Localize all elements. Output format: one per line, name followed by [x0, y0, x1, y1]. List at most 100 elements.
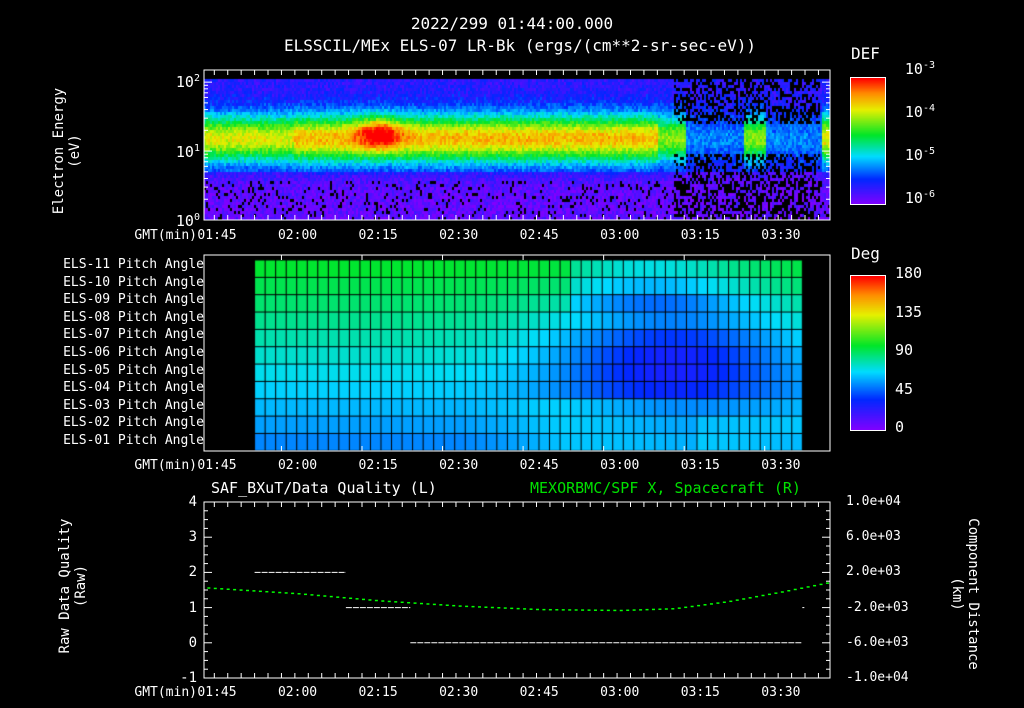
- time-axis-tick: 03:00: [600, 458, 640, 473]
- spf-x-point: [606, 609, 610, 612]
- spf-x-point: [258, 590, 262, 593]
- deg-colorbar-tick: 135: [895, 302, 923, 321]
- def-colorbar-tick: 10-5: [904, 146, 935, 164]
- spf-x-point: [226, 588, 230, 591]
- spf-x-point: [284, 592, 288, 594]
- spf-x-point: [755, 595, 759, 598]
- left-axis-tick: 3: [188, 529, 197, 546]
- spf-x-point: [709, 603, 713, 605]
- spf-x-point: [761, 594, 765, 597]
- spf-x-point: [387, 600, 391, 603]
- spf-x-point: [323, 595, 327, 597]
- spf-x-point: [626, 609, 630, 612]
- spf-x-point: [465, 605, 469, 608]
- spf-x-point: [233, 588, 237, 591]
- time-axis-tick: 03:00: [600, 228, 640, 243]
- spf-x-point: [471, 605, 475, 608]
- energy-axis-tick: 101: [175, 143, 200, 161]
- spf-x-point: [793, 588, 797, 591]
- spf-x-point: [529, 608, 533, 610]
- pitch-angle-row-label: ELS-06 Pitch Angle: [63, 345, 204, 360]
- spf-x-point: [600, 609, 604, 612]
- gmt-axis-label: GMT(min): [134, 458, 197, 473]
- pitch-angle-row-label: ELS-01 Pitch Angle: [63, 433, 204, 448]
- spf-x-point: [400, 601, 404, 604]
- energy-axis-tick: 100: [175, 212, 200, 230]
- pitch-angle-row-label: ELS-07 Pitch Angle: [63, 327, 204, 343]
- deg-colorbar: [850, 275, 886, 431]
- spf-x-point: [207, 587, 211, 589]
- spf-x-point: [413, 602, 417, 604]
- spf-x-point: [632, 609, 636, 611]
- time-axis-tick: 02:30: [439, 458, 479, 473]
- spf-x-point: [619, 609, 623, 612]
- time-axis-tick: 03:30: [761, 458, 801, 473]
- spf-x-point: [742, 598, 746, 600]
- spf-x-point: [819, 583, 823, 586]
- spf-x-point: [574, 609, 578, 611]
- time-axis-tick: 02:15: [358, 685, 398, 700]
- spf-x-point: [800, 587, 804, 589]
- spf-x-point: [555, 609, 559, 611]
- spf-x-point: [677, 607, 681, 609]
- time-axis-tick: 03:30: [761, 685, 801, 700]
- spf-x-point: [329, 595, 333, 598]
- def-colorbar-label: DEF: [851, 44, 880, 63]
- spf-x-point: [568, 609, 572, 611]
- spf-x-point: [658, 608, 662, 610]
- left-axis-tick: 4: [188, 494, 197, 510]
- spf-x-point: [787, 589, 791, 592]
- def-colorbar-tick: 10-4: [904, 103, 935, 121]
- spf-x-point: [239, 589, 243, 591]
- time-axis-tick: 01:45: [197, 458, 237, 473]
- spf-x-point: [581, 609, 585, 611]
- pitch-angle-row-label: ELS-03 Pitch Angle: [63, 397, 204, 413]
- spf-x-point: [355, 598, 359, 600]
- time-axis-tick: 02:45: [519, 228, 559, 243]
- pitch-angle-row-label: ELS-09 Pitch Angle: [63, 292, 204, 308]
- spf-x-point: [735, 599, 739, 601]
- spf-x-point: [361, 598, 365, 601]
- spf-x-point: [368, 599, 372, 601]
- right-axis-tick: 1.0e+04: [846, 494, 901, 509]
- spf-x-point: [490, 606, 494, 609]
- left-axis-tick: 0: [188, 634, 197, 651]
- spf-x-point: [265, 590, 269, 593]
- spf-x-point: [458, 605, 462, 607]
- spf-x-point: [484, 606, 488, 608]
- panel1-title: ELSSCIL/MEx ELS-07 LR-Bk (ergs/(cm**2-sr…: [283, 36, 757, 55]
- panel3-left-ylabel: Raw Data Quality (Raw): [57, 518, 89, 654]
- spf-x-point: [291, 592, 295, 595]
- energy-axis-tick: 102: [175, 73, 200, 91]
- spf-x-point: [310, 594, 314, 596]
- spf-x-point: [639, 609, 643, 611]
- spf-x-point: [445, 604, 449, 606]
- spf-x-point: [439, 604, 443, 606]
- time-axis-tick: 02:00: [277, 228, 318, 243]
- time-axis-tick: 02:15: [358, 228, 398, 243]
- right-axis-tick: 6.0e+03: [846, 529, 901, 545]
- spf-x-point: [806, 586, 810, 588]
- left-axis-tick: 1: [188, 599, 197, 616]
- spf-x-point: [271, 591, 275, 593]
- time-axis-tick: 01:45: [197, 228, 237, 243]
- spf-x-point: [716, 602, 720, 604]
- spf-x-point: [774, 592, 778, 594]
- spf-x-point: [651, 608, 655, 611]
- spf-x-point: [503, 607, 507, 609]
- time-axis-tick: 02:15: [358, 458, 398, 473]
- spf-x-point: [684, 606, 688, 609]
- spf-x-point: [452, 604, 456, 607]
- plot-datetime: 2022/299 01:44:00.000: [410, 14, 614, 33]
- pitch-angle-row-label: ELS-05 Pitch Angle: [63, 362, 204, 378]
- time-axis-tick: 03:15: [680, 228, 720, 243]
- spf-x-point: [316, 594, 320, 597]
- spf-x-point: [349, 597, 353, 600]
- left-axis-tick: 2: [188, 564, 197, 581]
- pitch-angle-row-label: ELS-08 Pitch Angle: [63, 309, 204, 325]
- spf-x-point: [426, 603, 430, 605]
- spf-x-point: [374, 599, 378, 602]
- spf-x-point: [587, 609, 591, 611]
- time-axis-tick: 02:45: [519, 458, 559, 473]
- spf-x-point: [535, 608, 539, 611]
